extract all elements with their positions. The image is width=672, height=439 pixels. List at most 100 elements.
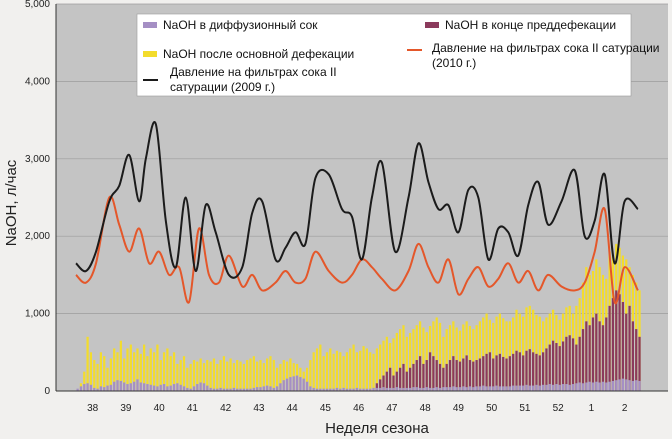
x-tick-label-5: 43 xyxy=(253,403,265,414)
bar-diffusion-132 xyxy=(515,385,518,391)
bar-diffusion-124 xyxy=(488,386,492,391)
bar-defecation-52 xyxy=(249,358,252,391)
bar-defecation-77 xyxy=(332,353,335,391)
bar-predefecation-137 xyxy=(532,352,535,391)
bar-predefecation-101 xyxy=(412,363,415,391)
bar-defecation-21 xyxy=(146,356,149,391)
bar-diffusion-52 xyxy=(249,388,252,391)
bar-diffusion-162 xyxy=(615,380,618,391)
y-tick-labels: 0 1,000 2,000 3,000 4,000 5,000 xyxy=(25,0,50,397)
bar-diffusion-5 xyxy=(93,387,96,391)
bar-diffusion-39 xyxy=(206,385,209,391)
bar-predefecation-115 xyxy=(458,361,462,391)
bar-defecation-89 xyxy=(372,353,375,391)
bar-diffusion-156 xyxy=(595,381,598,391)
bar-diffusion-131 xyxy=(512,385,515,391)
bar-diffusion-78 xyxy=(335,387,339,391)
bar-diffusion-142 xyxy=(548,384,551,391)
bar-defecation-40 xyxy=(209,361,212,391)
bar-diffusion-150 xyxy=(575,383,578,391)
bar-diffusion-129 xyxy=(505,386,508,391)
legend-label-pressure-2009-text: Давление на фильтрах сока II xyxy=(170,65,337,79)
x-tick-label-7: 45 xyxy=(320,403,332,414)
bar-diffusion-44 xyxy=(222,388,226,391)
bar-diffusion-47 xyxy=(232,387,235,391)
bar-diffusion-59 xyxy=(272,387,275,391)
bar-diffusion-23 xyxy=(152,385,156,391)
bar-diffusion-74 xyxy=(322,388,325,391)
bar-defecation-13 xyxy=(119,340,122,391)
bar-defecation-74 xyxy=(322,356,325,391)
bar-defecation-96 xyxy=(395,332,398,391)
bar-diffusion-107 xyxy=(432,387,435,391)
bar-diffusion-0 xyxy=(76,388,79,391)
bar-diffusion-57 xyxy=(266,385,269,391)
bar-diffusion-119 xyxy=(472,387,475,391)
bar-predefecation-127 xyxy=(498,353,501,391)
bar-diffusion-75 xyxy=(325,388,329,391)
bar-diffusion-84 xyxy=(355,387,359,391)
y-axis-title: NaOH, л/час xyxy=(3,159,20,246)
bar-diffusion-125 xyxy=(492,386,495,391)
bar-diffusion-10 xyxy=(109,384,112,391)
bar-diffusion-42 xyxy=(216,388,219,391)
bar-defecation-114 xyxy=(455,327,458,391)
bar-diffusion-2 xyxy=(83,384,86,391)
bar-diffusion-51 xyxy=(246,388,249,391)
bar-defecation-138 xyxy=(535,315,538,391)
bar-diffusion-61 xyxy=(279,383,282,391)
bar-diffusion-148 xyxy=(568,384,571,391)
bar-diffusion-64 xyxy=(289,377,292,391)
bar-defecation-10 xyxy=(109,358,112,391)
bar-defecation-41 xyxy=(212,358,216,391)
bar-diffusion-73 xyxy=(319,388,322,391)
bar-defecation-139 xyxy=(538,316,541,391)
bar-defecation-12 xyxy=(116,352,119,391)
bar-predefecation-106 xyxy=(428,352,432,391)
bar-defecation-14 xyxy=(123,358,126,391)
bar-defecation-108 xyxy=(435,317,438,391)
bar-diffusion-40 xyxy=(209,387,212,391)
bar-diffusion-101 xyxy=(412,387,415,391)
bar-predefecation-138 xyxy=(535,353,538,391)
bar-defecation-130 xyxy=(508,321,511,391)
bar-defecation-43 xyxy=(219,360,222,391)
bar-predefecation-123 xyxy=(485,353,488,391)
bar-defecation-73 xyxy=(319,344,322,391)
bar-defecation-121 xyxy=(478,321,482,391)
bar-predefecation-94 xyxy=(389,367,392,391)
bar-predefecation-128 xyxy=(502,356,505,391)
bar-defecation-63 xyxy=(285,361,289,391)
x-tick-label-8: 46 xyxy=(353,403,365,414)
x-tick-label-15: 1 xyxy=(589,403,595,414)
bar-diffusion-3 xyxy=(86,383,89,391)
bar-diffusion-102 xyxy=(415,387,418,391)
bar-diffusion-87 xyxy=(365,388,368,391)
bar-defecation-33 xyxy=(186,367,189,391)
bar-defecation-94 xyxy=(389,343,392,391)
bar-diffusion-67 xyxy=(299,377,302,391)
legend-swatch-diffusion xyxy=(143,22,157,28)
bar-diffusion-19 xyxy=(139,382,142,391)
bar-diffusion-114 xyxy=(455,387,458,391)
bar-defecation-122 xyxy=(482,317,485,391)
bar-defecation-51 xyxy=(246,360,249,391)
bar-predefecation-163 xyxy=(618,294,621,391)
bar-predefecation-131 xyxy=(512,353,515,391)
bar-diffusion-58 xyxy=(269,386,272,391)
bar-diffusion-20 xyxy=(143,383,146,391)
x-tick-label-13: 51 xyxy=(519,403,531,414)
bar-diffusion-62 xyxy=(282,380,285,391)
bar-diffusion-97 xyxy=(399,387,402,391)
bar-predefecation-164 xyxy=(621,301,625,391)
bar-defecation-104 xyxy=(422,327,425,391)
bar-defecation-85 xyxy=(359,350,362,391)
bar-diffusion-46 xyxy=(229,388,232,391)
bar-diffusion-154 xyxy=(588,381,591,391)
bar-defecation-136 xyxy=(528,305,531,391)
bar-diffusion-155 xyxy=(591,382,595,391)
x-tick-label-1: 39 xyxy=(120,403,132,414)
bar-diffusion-161 xyxy=(611,380,615,391)
bar-defecation-44 xyxy=(222,356,226,391)
y-tick-label-3: 3,000 xyxy=(25,154,50,165)
